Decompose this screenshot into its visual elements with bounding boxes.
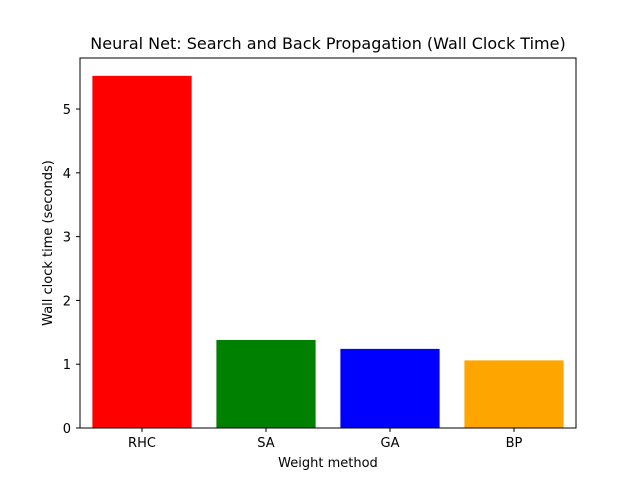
y-tick-label: 4 [63, 167, 71, 182]
x-tick-label: BP [506, 436, 523, 451]
bar-ga [340, 348, 440, 428]
y-axis-label: Wall clock time (seconds) [41, 160, 56, 326]
x-axis-label: Weight method [278, 456, 378, 471]
y-tick-label: 5 [63, 103, 71, 118]
y-tick-label: 3 [63, 231, 71, 246]
y-tick-label: 2 [63, 294, 71, 309]
plot-frame [79, 57, 577, 429]
y-tick-label: 0 [63, 422, 71, 437]
x-axis: RHC SA GA BP [128, 428, 523, 451]
y-tick-label: 1 [63, 358, 71, 373]
chart-title: Neural Net: Search and Back Propagation … [90, 34, 565, 53]
bars-layer [92, 75, 564, 429]
x-tick-label: GA [381, 436, 400, 451]
bar-rhc [92, 75, 192, 429]
bar-sa [216, 339, 316, 428]
x-tick-label: RHC [128, 436, 156, 451]
x-tick-label: SA [257, 436, 274, 451]
y-axis: 0 1 2 3 4 5 [63, 103, 80, 437]
bar-bp [464, 360, 564, 428]
